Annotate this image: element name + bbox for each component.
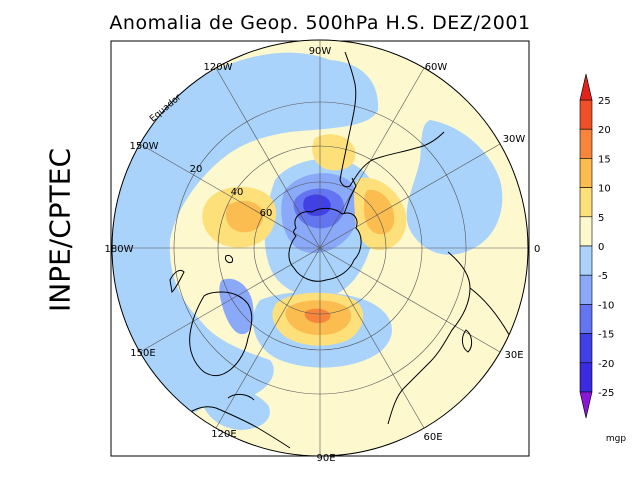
colorbar-bin-2: [579, 158, 593, 188]
lon-label-180w: 180W: [105, 244, 134, 255]
positive-center-west-core: [226, 200, 264, 233]
colorbar-tick-label-1: 20: [598, 125, 611, 136]
colorbar-bin-7: [579, 304, 593, 334]
lon-label-0: 0: [534, 244, 540, 255]
coast-antarctica: [288, 207, 362, 282]
coast-antarctic-peninsula: [343, 177, 357, 215]
colorbar: 25 20 15 10 5 0 -5 -10 -15 -20 -25: [579, 73, 614, 419]
colorbar-bin-0: [579, 99, 593, 130]
colorbar-tick-label-8: -15: [598, 330, 614, 341]
lat-label-20: 20: [190, 164, 203, 175]
colorbar-overflow-high: [579, 73, 593, 101]
coast-southeast-asia: [179, 406, 291, 449]
colorbar-tick-label-3: 10: [598, 184, 611, 195]
coast-madagascar: [461, 329, 473, 353]
colorbar-tick-label-4: 5: [598, 213, 604, 224]
negative-region-polar-peak: [303, 194, 331, 216]
lon-label-30e: 30E: [504, 350, 523, 361]
lat-label-60: 60: [260, 208, 273, 219]
colorbar-tick-label-0: 25: [598, 96, 611, 107]
colorbar-tick-label-5: 0: [598, 242, 604, 253]
lat-label-40: 40: [231, 187, 244, 198]
hemisphere-outline: [111, 39, 529, 457]
colorbar-bin-8: [579, 333, 593, 364]
lon-label-150w: 150W: [130, 141, 159, 152]
anomaly-field: [112, 40, 528, 456]
lon-label-60e: 60E: [423, 432, 442, 443]
coast-africa: [387, 251, 471, 425]
colorbar-bin-3: [579, 187, 593, 218]
longitude-labels: 90W 60W 30W 0 30E 60E 90E 120E 150E 180W…: [105, 46, 541, 464]
lon-label-30w: 30W: [503, 134, 526, 145]
colorbar-tick-label-10: -25: [598, 388, 614, 399]
lon-label-90w: 90W: [309, 46, 332, 57]
negative-region-atlantic: [406, 120, 503, 255]
lon-label-90e: 90E: [316, 453, 335, 464]
coast-new-zealand: [169, 269, 185, 294]
colorbar-bin-6: [579, 274, 593, 305]
positive-center-north: [312, 134, 356, 171]
colorbar-tick-label-2: 15: [598, 154, 611, 165]
lon-label-120e: 120E: [211, 429, 236, 440]
coast-new-guinea: [227, 393, 255, 401]
lon-label-60w: 60W: [425, 62, 448, 73]
negative-region-pacific-north: [112, 52, 379, 404]
meridians: [112, 40, 528, 456]
colorbar-overflow-low: [579, 391, 593, 419]
lon-label-150e: 150E: [130, 348, 155, 359]
colorbar-tick-label-6: -5: [598, 271, 608, 282]
colorbar-bin-9: [579, 362, 593, 393]
lon-label-120w: 120W: [204, 62, 233, 73]
colorbar-tick-label-7: -10: [598, 300, 614, 311]
colorbar-bin-5: [579, 245, 593, 276]
positive-center-south-core: [304, 308, 331, 324]
coast-south-america: [339, 51, 445, 188]
colorbar-bin-1: [579, 128, 593, 159]
map-title: Anomalia de Geop. 500hPa H.S. DEZ/2001: [109, 12, 531, 34]
colorbar-tick-label-9: -20: [598, 359, 614, 370]
meridian-150w-30e: [139, 143, 501, 353]
colorbar-bin-4: [579, 216, 593, 247]
coast-tasmania: [225, 255, 233, 263]
units-label: mgp: [606, 434, 626, 444]
positive-center-east-core: [364, 189, 395, 235]
coast-australia: [189, 291, 253, 377]
negative-region-southwest: [199, 383, 270, 430]
